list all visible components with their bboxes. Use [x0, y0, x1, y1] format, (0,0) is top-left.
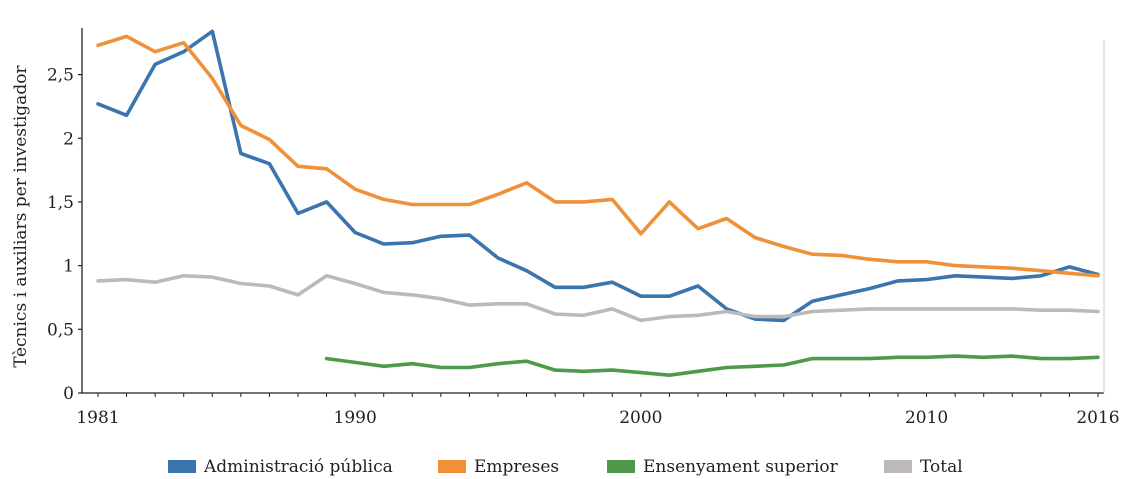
series-lines — [96, 29, 1100, 378]
x-tick-label: 2000 — [619, 408, 662, 428]
x-axis-ticks: 1981 1990 2000 2010 2016 — [76, 393, 1120, 428]
legend-swatch-ensenyament-superior — [607, 460, 635, 473]
y-axis-title: Tècnics i auxiliars per investigador — [11, 65, 31, 368]
legend-label-empreses: Empreses — [474, 457, 559, 477]
x-tick-label: 2010 — [905, 408, 948, 428]
x-tick-label: 2016 — [1076, 408, 1119, 428]
series-line-total — [96, 273, 1100, 323]
y-axis-ticks: 0 0,5 1 1,5 2 2,5 — [47, 66, 82, 404]
legend-label-total: Total — [920, 457, 963, 477]
legend-swatch-empreses — [438, 460, 466, 473]
series-line-administracio-publica — [96, 29, 1100, 323]
y-tick-label: 2,5 — [47, 66, 74, 86]
y-tick-label: 1,5 — [47, 193, 74, 213]
legend-label-administracio-publica: Administració pública — [203, 457, 393, 477]
x-tick-label: 1981 — [76, 408, 119, 428]
y-tick-label: 0,5 — [47, 320, 74, 340]
y-tick-label: 2 — [63, 129, 74, 149]
series-line-ensenyament-superior — [324, 354, 1100, 378]
legend: Administració pública Empreses Ensenyament… — [168, 457, 963, 477]
series-line-empreses — [96, 34, 1100, 278]
x-tick-label: 1990 — [334, 408, 377, 428]
y-tick-label: 1 — [63, 257, 74, 277]
legend-swatch-administracio-publica — [168, 460, 196, 473]
legend-label-ensenyament-superior: Ensenyament superior — [643, 457, 839, 477]
legend-swatch-total — [884, 460, 912, 473]
y-tick-label: 0 — [63, 384, 74, 404]
